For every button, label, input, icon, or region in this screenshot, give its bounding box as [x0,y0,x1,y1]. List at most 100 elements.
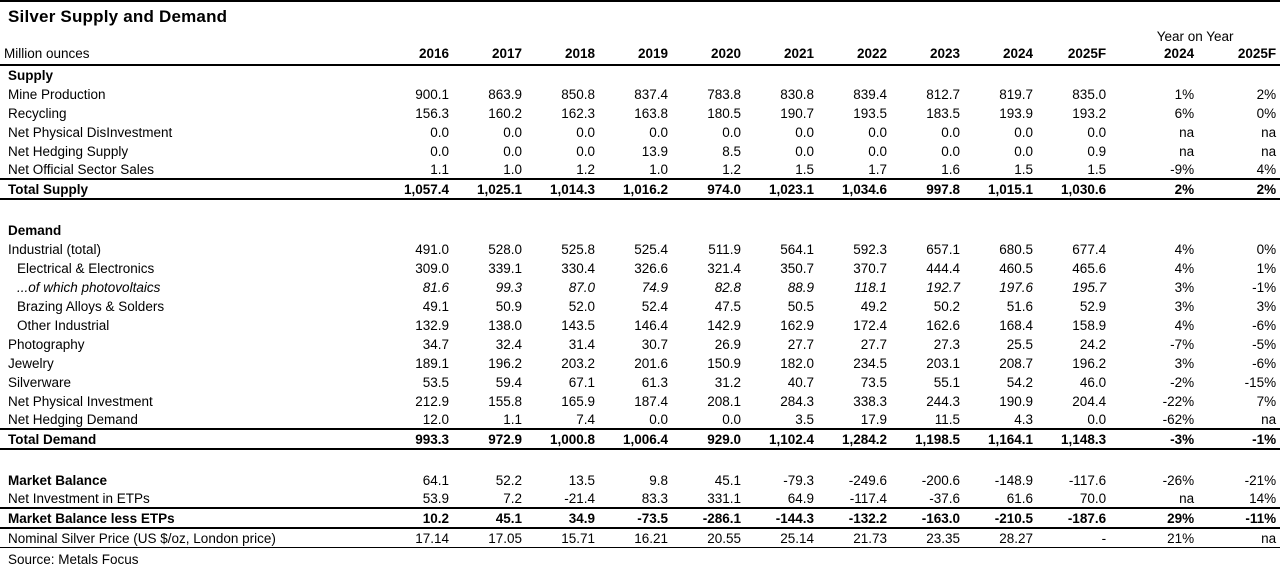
cell-value [453,449,526,470]
cell-value: 196.2 [488,355,522,371]
spacer-cell [0,28,1110,44]
cell-value: 195.7 [1072,279,1107,295]
cell-value: 244.3 [926,393,960,409]
cell-value: 155.8 [488,393,522,409]
cell-value: 525.8 [561,241,595,257]
silver-supply-demand-table: Year on Year Million ounces 2016 2017 2018… [0,28,1280,548]
cell-yoy-value: -26% [1162,472,1195,488]
cell-value: 180.5 [707,105,741,121]
cell-value: 168.4 [999,317,1033,333]
cell-value [1037,65,1110,84]
cell-value: 0.0 [1014,124,1033,140]
cell-value: 1.2 [722,162,741,177]
cell-yoy-value: 4% [1174,260,1195,276]
cell-value: 465.6 [1072,260,1107,276]
cell-value: 196.2 [1072,355,1107,371]
cell-yoy-value [1110,449,1198,470]
cell-value: 819.7 [999,86,1033,102]
cell-value [599,65,672,84]
cell-value: 321.4 [707,260,741,276]
cell-value: 0.0 [1087,412,1107,427]
cell-value [380,220,453,239]
cell-value: 1,006.4 [599,428,672,450]
cell-value [380,199,453,220]
cell-yoy-value: -3% [1110,428,1199,450]
cell-value: 162.6 [926,317,960,333]
cell-value: -117.4 [849,491,887,506]
cell-value: 193.5 [853,105,887,121]
cell-value: 156.3 [415,105,449,121]
table-row-net-physical-disinvestment: Net Physical DisInvestment 0.0 0.0 0.0 0.0 0.… [0,122,1280,141]
cell-value: 0.9 [1087,143,1107,159]
year-col-2025f: 2025F [1037,44,1111,66]
table-row-total-demand: Total Demand 993.3 972.9 1,000.8 1,006.4 929.… [0,428,1280,450]
row-label: Net Hedging Supply [8,143,129,159]
cell-value: -117.6 [1068,472,1107,488]
cell-yoy-value: 7% [1256,393,1277,409]
cell-value: 190.7 [780,105,814,121]
cell-value: 1,148.3 [1037,428,1111,450]
cell-value: 162.9 [780,317,814,333]
cell-value: 0.0 [430,143,449,159]
row-label: Recycling [8,105,67,121]
cell-value: 350.7 [780,260,814,276]
cell-value: 0.0 [503,143,522,159]
table-row-net-investment-in-etps: Net Investment in ETPs 53.9 7.2 -21.4 83.3 33… [0,489,1280,508]
cell-value: 7.4 [576,412,595,427]
cell-value: 1,284.2 [818,428,891,450]
cell-yoy-value: 3% [1174,298,1195,314]
cell-value: 51.6 [1006,298,1033,314]
cell-value [526,220,599,239]
cell-value: 1,014.3 [526,178,599,200]
cell-value: 0.0 [722,124,741,140]
year-col-2016: 2016 [380,44,453,66]
cell-value: 34.7 [422,336,449,352]
cell-value: -73.5 [599,507,672,529]
cell-value: 21.73 [818,528,891,548]
table-row-mine-production: Mine Production 900.1 863.9 850.8 837.4 783.8… [0,84,1280,103]
year-col-2024: 2024 [964,44,1037,66]
row-label [0,449,380,470]
cell-value: 142.9 [707,317,741,333]
cell-value: 331.1 [707,491,741,506]
year-col-2018: 2018 [526,44,599,66]
yoy-col-2025f: 2025F [1198,44,1280,66]
cell-value: 1,000.8 [526,428,599,450]
cell-yoy-value: na [1179,124,1195,140]
yoy-group-label: Year on Year [1156,29,1234,44]
row-label: Net Investment in ETPs [8,491,150,506]
row-label: Electrical & Electronics [17,260,155,276]
cell-yoy-value: -22% [1162,393,1195,409]
cell-value: 326.6 [634,260,668,276]
cell-value: 88.9 [787,279,814,295]
cell-value: 143.5 [561,317,595,333]
cell-value: 52.2 [495,472,522,488]
cell-value: 16.21 [599,528,672,548]
cell-value: 0.0 [649,124,668,140]
cell-value: 835.0 [1072,86,1107,102]
cell-value: 1,016.2 [599,178,672,200]
cell-value: 491.0 [415,241,449,257]
cell-yoy-value: 6% [1174,105,1195,121]
cell-yoy-value: -6% [1252,317,1277,333]
cell-value: 657.1 [926,241,960,257]
cell-yoy-value: 2% [1110,178,1199,200]
cell-yoy-value: -6% [1252,355,1277,371]
cell-value: 47.5 [714,298,741,314]
row-label: Total Demand [0,428,380,450]
cell-value: 0.0 [868,124,887,140]
cell-yoy-value: na [1261,412,1277,427]
cell-value: 201.6 [634,355,668,371]
cell-value: 25.5 [1006,336,1033,352]
cell-value [1037,199,1110,220]
cell-value: 17.05 [453,528,526,548]
year-col-2019: 2019 [599,44,672,66]
table-row-market-balance: Market Balance 64.1 52.2 13.5 9.8 45.1 -79.3 -2… [0,470,1280,489]
cell-yoy-value: -1% [1198,428,1280,450]
cell-value: -79.3 [783,472,814,488]
table-row-blank [0,199,1280,220]
cell-value: 160.2 [488,105,522,121]
cell-value: 0.0 [795,124,814,140]
cell-value [672,199,745,220]
